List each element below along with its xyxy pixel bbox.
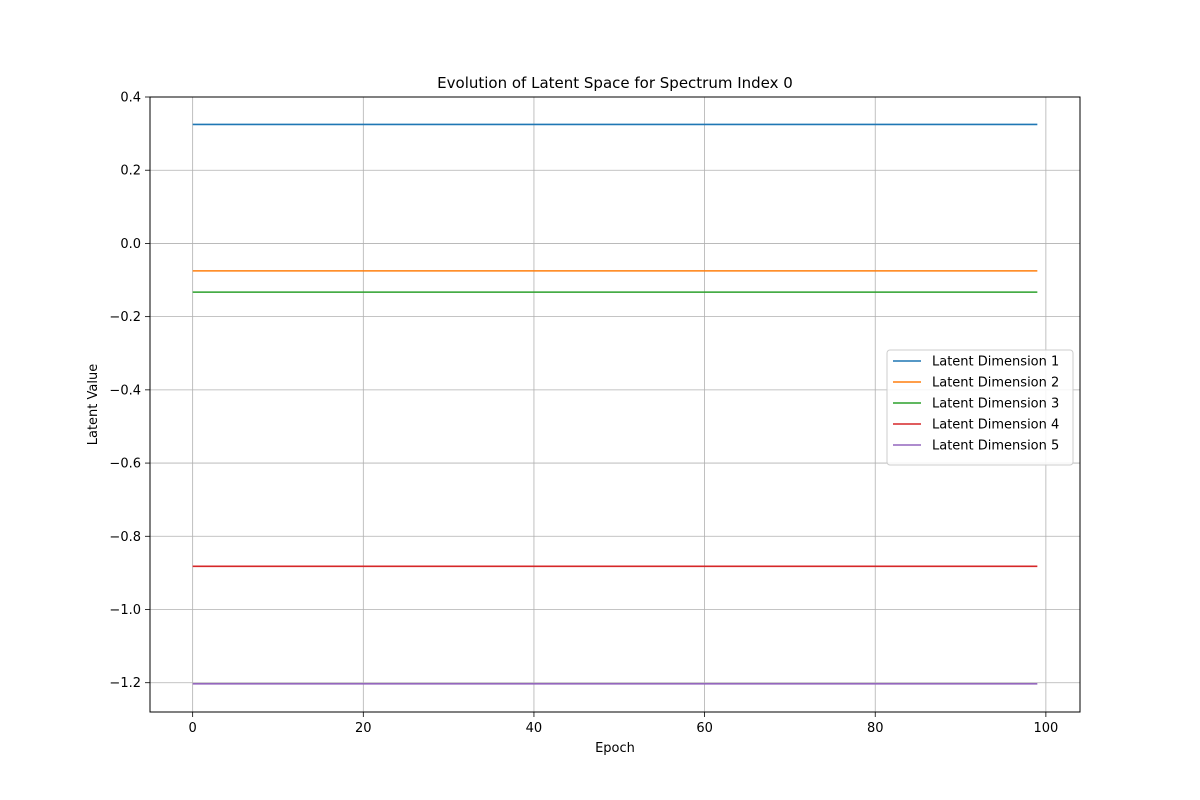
y-tick-label: 0.2 xyxy=(120,164,141,179)
y-tick-label: 0.4 xyxy=(120,91,141,106)
x-tick-label: 100 xyxy=(1033,721,1058,736)
axis-ticks: 0 20 40 60 80 100 0.4 0.2 0.0 −0.2 −0.4 −0.6 −0.8 −1.… xyxy=(109,91,1058,737)
y-tick-label: −1.0 xyxy=(109,603,141,618)
legend-label: Latent Dimension 4 xyxy=(932,418,1059,433)
legend-frame xyxy=(886,349,1074,466)
plot-frame xyxy=(149,96,1081,713)
legend: Latent Dimension 1 Latent Dimension 2 Late… xyxy=(886,349,1074,466)
y-tick-label: −1.2 xyxy=(109,676,141,691)
legend-label: Latent Dimension 1 xyxy=(932,355,1059,370)
x-tick-label: 60 xyxy=(696,721,713,736)
chart-title: Evolution of Latent Space for Spectrum I… xyxy=(437,74,793,92)
x-tick-label: 0 xyxy=(189,721,197,736)
x-tick-label: 80 xyxy=(867,721,884,736)
y-tick-label: −0.6 xyxy=(109,457,141,472)
y-tick-label: −0.4 xyxy=(109,383,141,398)
series-lines xyxy=(192,123,1038,685)
legend-label: Latent Dimension 2 xyxy=(932,376,1059,391)
y-axis-label: Latent Value xyxy=(86,364,101,445)
legend-label: Latent Dimension 5 xyxy=(932,439,1059,454)
y-tick-label: 0.0 xyxy=(120,237,141,252)
x-tick-label: 20 xyxy=(355,721,372,736)
x-axis-label: Epoch xyxy=(595,741,635,756)
x-tick-label: 40 xyxy=(526,721,543,736)
y-tick-label: −0.2 xyxy=(109,310,141,325)
legend-label: Latent Dimension 3 xyxy=(932,397,1059,412)
y-tick-label: −0.8 xyxy=(109,530,141,545)
